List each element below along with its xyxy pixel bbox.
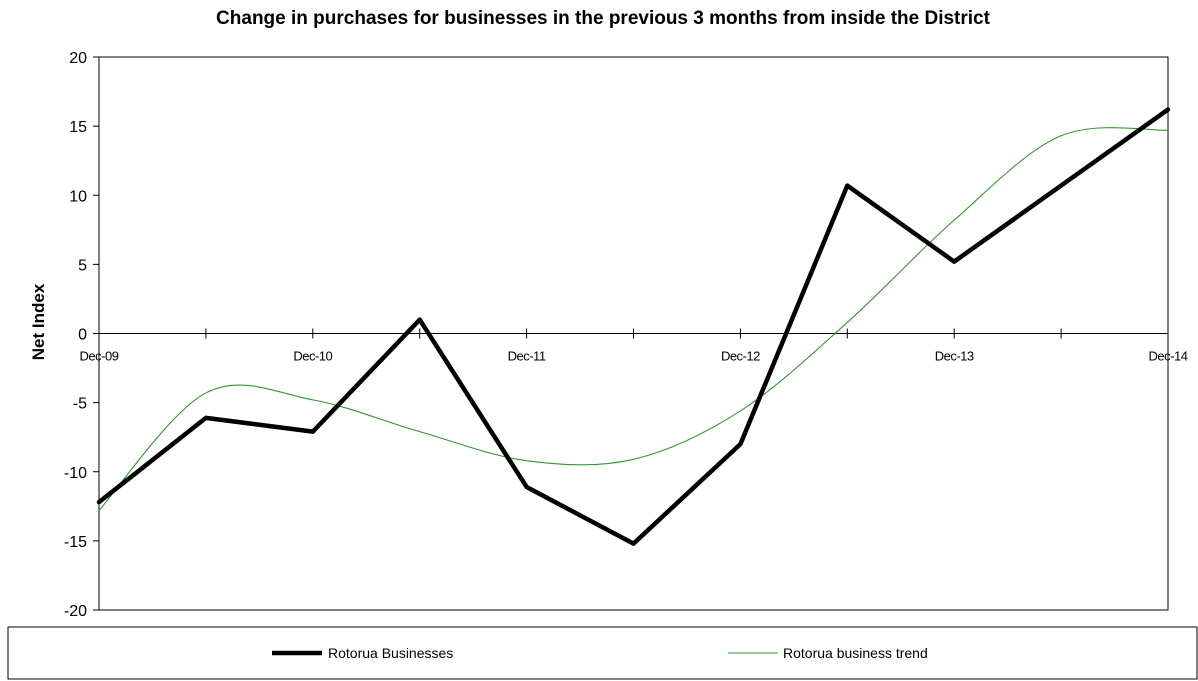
y-tick-label: 10 [69, 188, 87, 205]
x-tick-label: Dec-10 [293, 349, 332, 364]
legend-label-rotorua-business-trend: Rotorua business trend [783, 645, 928, 661]
y-tick-label: -10 [64, 465, 87, 482]
x-axis: Dec-09 Dec-10 Dec-11 Dec-12 Dec-13 Dec-14 [80, 328, 1188, 364]
chart-title: Change in purchases for businesses in th… [216, 8, 991, 29]
y-tick-label: -5 [73, 396, 87, 413]
y-axis-label: Net Index [29, 283, 48, 360]
x-tick-label: Dec-12 [721, 349, 760, 364]
y-tick-label: 20 [69, 50, 87, 67]
y-axis: 20 15 10 5 0 -5 -10 -15 -20 [64, 50, 99, 620]
series-line-rotorua-businesses [96, 107, 1171, 546]
y-tick-label: 5 [78, 257, 87, 274]
x-tick-label: Dec-14 [1149, 349, 1188, 364]
series-line-rotorua-business-trend [98, 127, 1169, 511]
y-tick-label: -15 [64, 534, 87, 551]
legend-box [7, 626, 1198, 680]
x-tick-label: Dec-11 [508, 349, 546, 364]
legend: Rotorua Businesses Rotorua business tren… [7, 626, 1198, 680]
y-tick-label: -20 [64, 603, 87, 620]
legend-label-rotorua-businesses: Rotorua Businesses [328, 645, 453, 661]
y-tick-label: 0 [78, 327, 87, 344]
y-tick-label: 15 [69, 119, 87, 136]
x-tick-label: Dec-09 [80, 349, 119, 364]
x-tick-label: Dec-13 [935, 349, 974, 364]
series-layer [96, 107, 1171, 546]
